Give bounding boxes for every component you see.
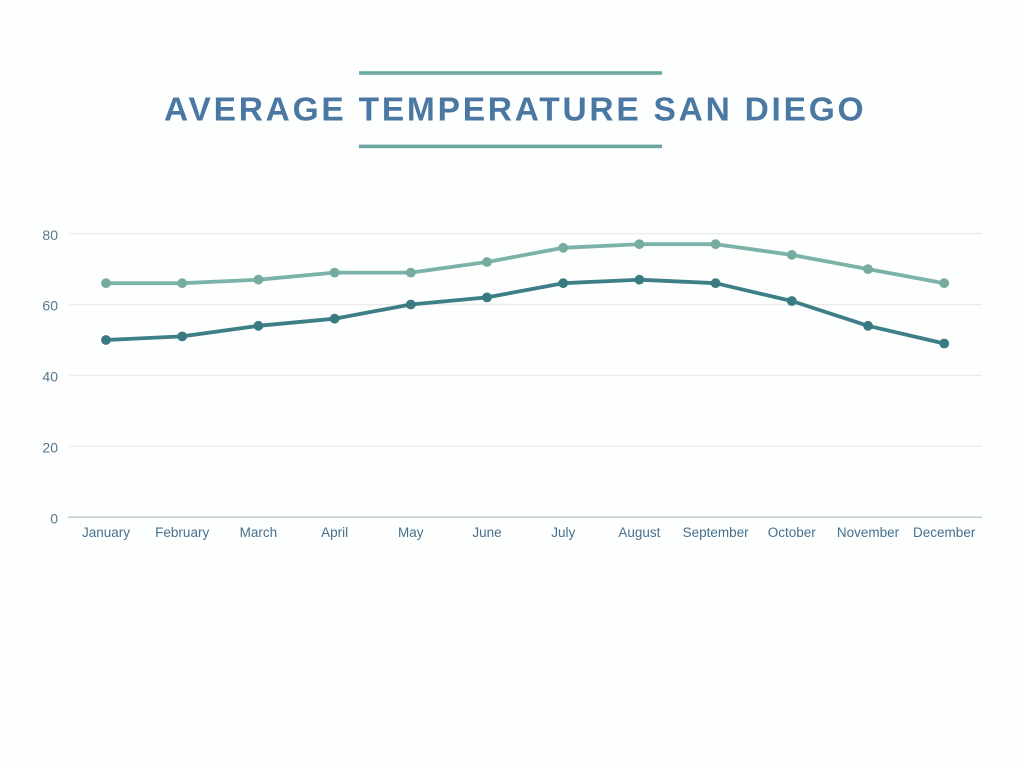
svg-text:July: July	[551, 525, 575, 540]
svg-text:August: August	[618, 525, 660, 540]
svg-text:January: January	[82, 525, 130, 540]
svg-text:March: March	[240, 525, 278, 540]
svg-text:May: May	[398, 525, 424, 540]
svg-text:February: February	[155, 525, 209, 540]
svg-text:September: September	[683, 525, 750, 540]
svg-text:November: November	[837, 525, 900, 540]
svg-text:80: 80	[42, 227, 58, 243]
svg-text:40: 40	[42, 369, 58, 385]
svg-text:0: 0	[50, 510, 58, 526]
svg-text:60: 60	[42, 298, 58, 314]
svg-text:December: December	[913, 525, 976, 540]
svg-text:AVERAGE TEMPERATURE SAN DIEGO: AVERAGE TEMPERATURE SAN DIEGO	[164, 92, 866, 129]
svg-text:June: June	[472, 525, 501, 540]
svg-text:20: 20	[42, 440, 58, 456]
svg-text:October: October	[768, 525, 817, 540]
svg-text:April: April	[321, 525, 348, 540]
